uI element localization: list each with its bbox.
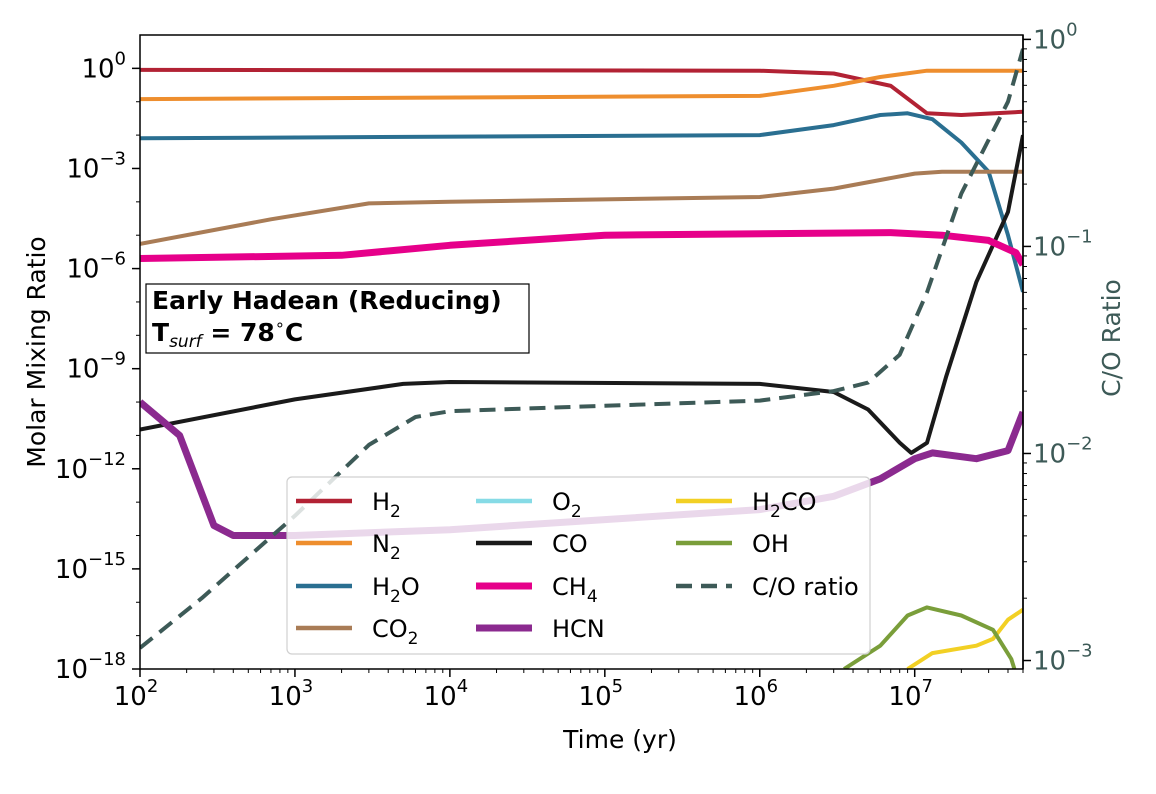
legend-label: CO2 [372, 615, 418, 649]
legend-label: H2O [372, 573, 420, 607]
legend-label: H2 [372, 488, 401, 522]
legend-label: H2CO [752, 488, 817, 522]
series-line-co2 [140, 169, 1023, 246]
right-axis: 100 10−1 10−2 10−3 [1022, 19, 1093, 677]
legend-entry-hcn: HCN [476, 615, 605, 643]
y2-axis-title: C/O Ratio [1097, 279, 1126, 397]
left-axis: 100 10−3 10−6 10−9 10−12 10−15 10−18 [55, 48, 140, 685]
y-tick-label: 10−15 [55, 549, 126, 585]
y-tick-label: 10−9 [66, 349, 126, 385]
y-tick-label: 10−18 [55, 649, 126, 685]
series-line-h2co [906, 608, 1023, 669]
series-line-oh [843, 605, 1017, 669]
annotation-box: Early Hadean (Reducing) Tsurf = 78∘C [145, 283, 530, 354]
legend-label: CH4 [552, 573, 598, 607]
legend-entry-n2: N2 [296, 530, 401, 564]
legend-label: O2 [552, 488, 582, 522]
series-line-h2 [140, 67, 1023, 117]
series-line-n2 [140, 68, 1023, 102]
x-tick-label: 104 [424, 676, 469, 712]
legend-entry-h2: H2 [296, 488, 401, 522]
series-line-co [140, 134, 1023, 455]
y-tick-label: 10−3 [66, 148, 126, 184]
x-tick-label: 102 [114, 676, 159, 712]
x-tick-label: 103 [269, 676, 314, 712]
legend-label: C/O ratio [752, 573, 859, 601]
series-line-h2o [140, 111, 1023, 293]
y2-tick-label: 10−2 [1033, 433, 1093, 469]
legend-label: N2 [372, 530, 401, 564]
legend-label: HCN [552, 615, 605, 643]
y2-tick-label: 100 [1033, 19, 1078, 55]
y2-tick-label: 10−1 [1033, 226, 1093, 262]
legend-label: OH [752, 530, 789, 558]
x-tick-label: 105 [579, 676, 624, 712]
x-axis-title: Time (yr) [562, 725, 677, 754]
y-tick-label: 10−12 [55, 449, 126, 485]
y-axis-title: Molar Mixing Ratio [22, 236, 51, 467]
legend-frame [286, 476, 871, 655]
y-tick-label: 10−6 [66, 249, 126, 285]
legend-entry-co2: CO2 [296, 615, 418, 649]
legend-entry-co-ratio: C/O ratio [676, 573, 859, 601]
legend-label: CO [552, 530, 588, 558]
legend-entry-co: CO [476, 530, 588, 558]
x-tick-label: 107 [888, 676, 933, 712]
legend-entry-o2: O2 [476, 488, 582, 522]
legend: H2 N2 H2O CO2 O2 CO CH4 HCN H2CO OH C/O ratio [286, 476, 871, 655]
annotation-line2: Tsurf = 78∘C [152, 315, 303, 352]
annotation-line1: Early Hadean (Reducing) [152, 286, 502, 315]
legend-entry-h2o: H2O [296, 573, 420, 607]
legend-entry-h2co: H2CO [676, 488, 817, 522]
bottom-axis: 102 103 104 105 106 107 [114, 669, 1024, 712]
y2-tick-label: 10−3 [1033, 641, 1093, 677]
legend-entry-ch4: CH4 [476, 573, 598, 607]
y-tick-label: 100 [81, 48, 126, 84]
legend-entry-oh: OH [676, 530, 789, 558]
series-line-ch4 [140, 229, 1023, 267]
x-tick-label: 106 [733, 676, 778, 712]
